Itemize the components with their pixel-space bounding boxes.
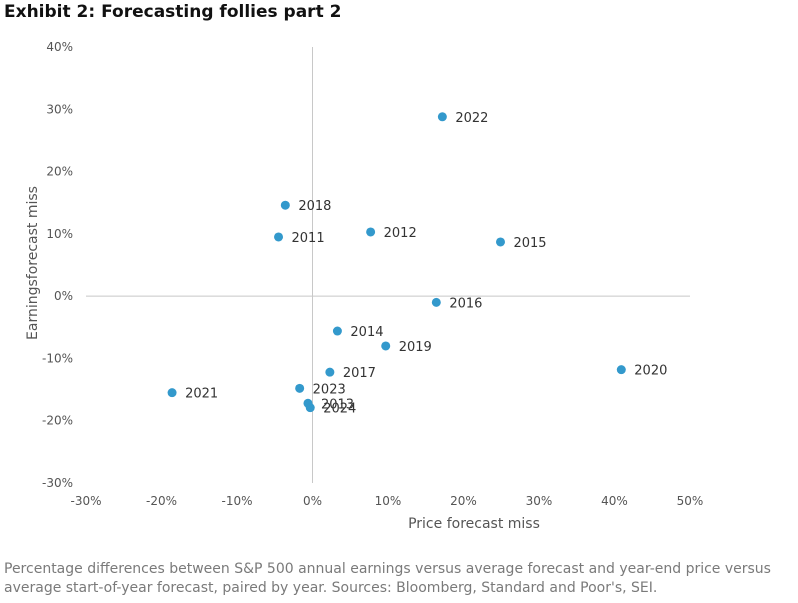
y-tick-label: 0% [54,289,73,303]
x-tick-label: -30% [70,494,101,508]
data-point-label: 2014 [350,325,383,340]
data-point [167,388,177,398]
y-tick-label: 30% [46,102,73,116]
y-tick-label: -30% [42,476,73,490]
x-tick-label: -20% [146,494,177,508]
x-tick-label: 20% [450,494,477,508]
scatter-chart: 40% 30% 20% 10% 0% -10% -20% -30% -30% -20% -10% 0%… [25,40,704,532]
data-point-label: 2017 [343,366,376,381]
data-point [280,200,290,210]
data-point [325,367,335,377]
y-tick-label: -10% [42,351,73,365]
y-axis-title: Earningsforecast miss [25,186,41,340]
x-tick-label: 40% [601,494,628,508]
x-tick-label: 0% [303,494,322,508]
chart-title: Exhibit 2: Forecasting follies part 2 [4,2,342,22]
data-point [381,341,391,351]
data-point-label: 2022 [455,111,488,126]
data-point [366,227,376,237]
y-tick-label: 10% [46,227,73,241]
data-point-label: 2012 [384,226,417,241]
y-tick-label: 20% [46,165,73,179]
data-point [332,326,342,336]
data-point-label: 2021 [185,387,218,402]
x-tick-label: 10% [375,494,402,508]
data-point-label: 2019 [399,340,432,355]
data-point-label: 2024 [323,402,356,417]
data-point-label: 2011 [292,231,325,246]
x-tick-label: -10% [221,494,252,508]
x-tick-label: 50% [677,494,704,508]
data-point-label: 2016 [449,296,482,311]
y-tick-label: -20% [42,414,73,428]
y-tick-label: 40% [46,40,73,54]
data-point-label: 2013 [321,397,354,412]
data-point [616,365,626,375]
x-tick-label: 30% [526,494,553,508]
data-point [305,403,315,413]
data-point-label: 2018 [298,199,331,214]
x-axis-title: Price forecast miss [408,516,540,532]
data-point [295,383,305,393]
data-point-label: 2015 [513,236,546,251]
data-point [431,297,441,307]
data-point-label: 2020 [634,364,667,379]
data-point-label: 2023 [313,382,346,397]
data-point [274,232,284,242]
data-point [495,237,505,247]
data-point [437,112,447,122]
chart-caption: Percentage differences between S&P 500 a… [4,561,771,596]
